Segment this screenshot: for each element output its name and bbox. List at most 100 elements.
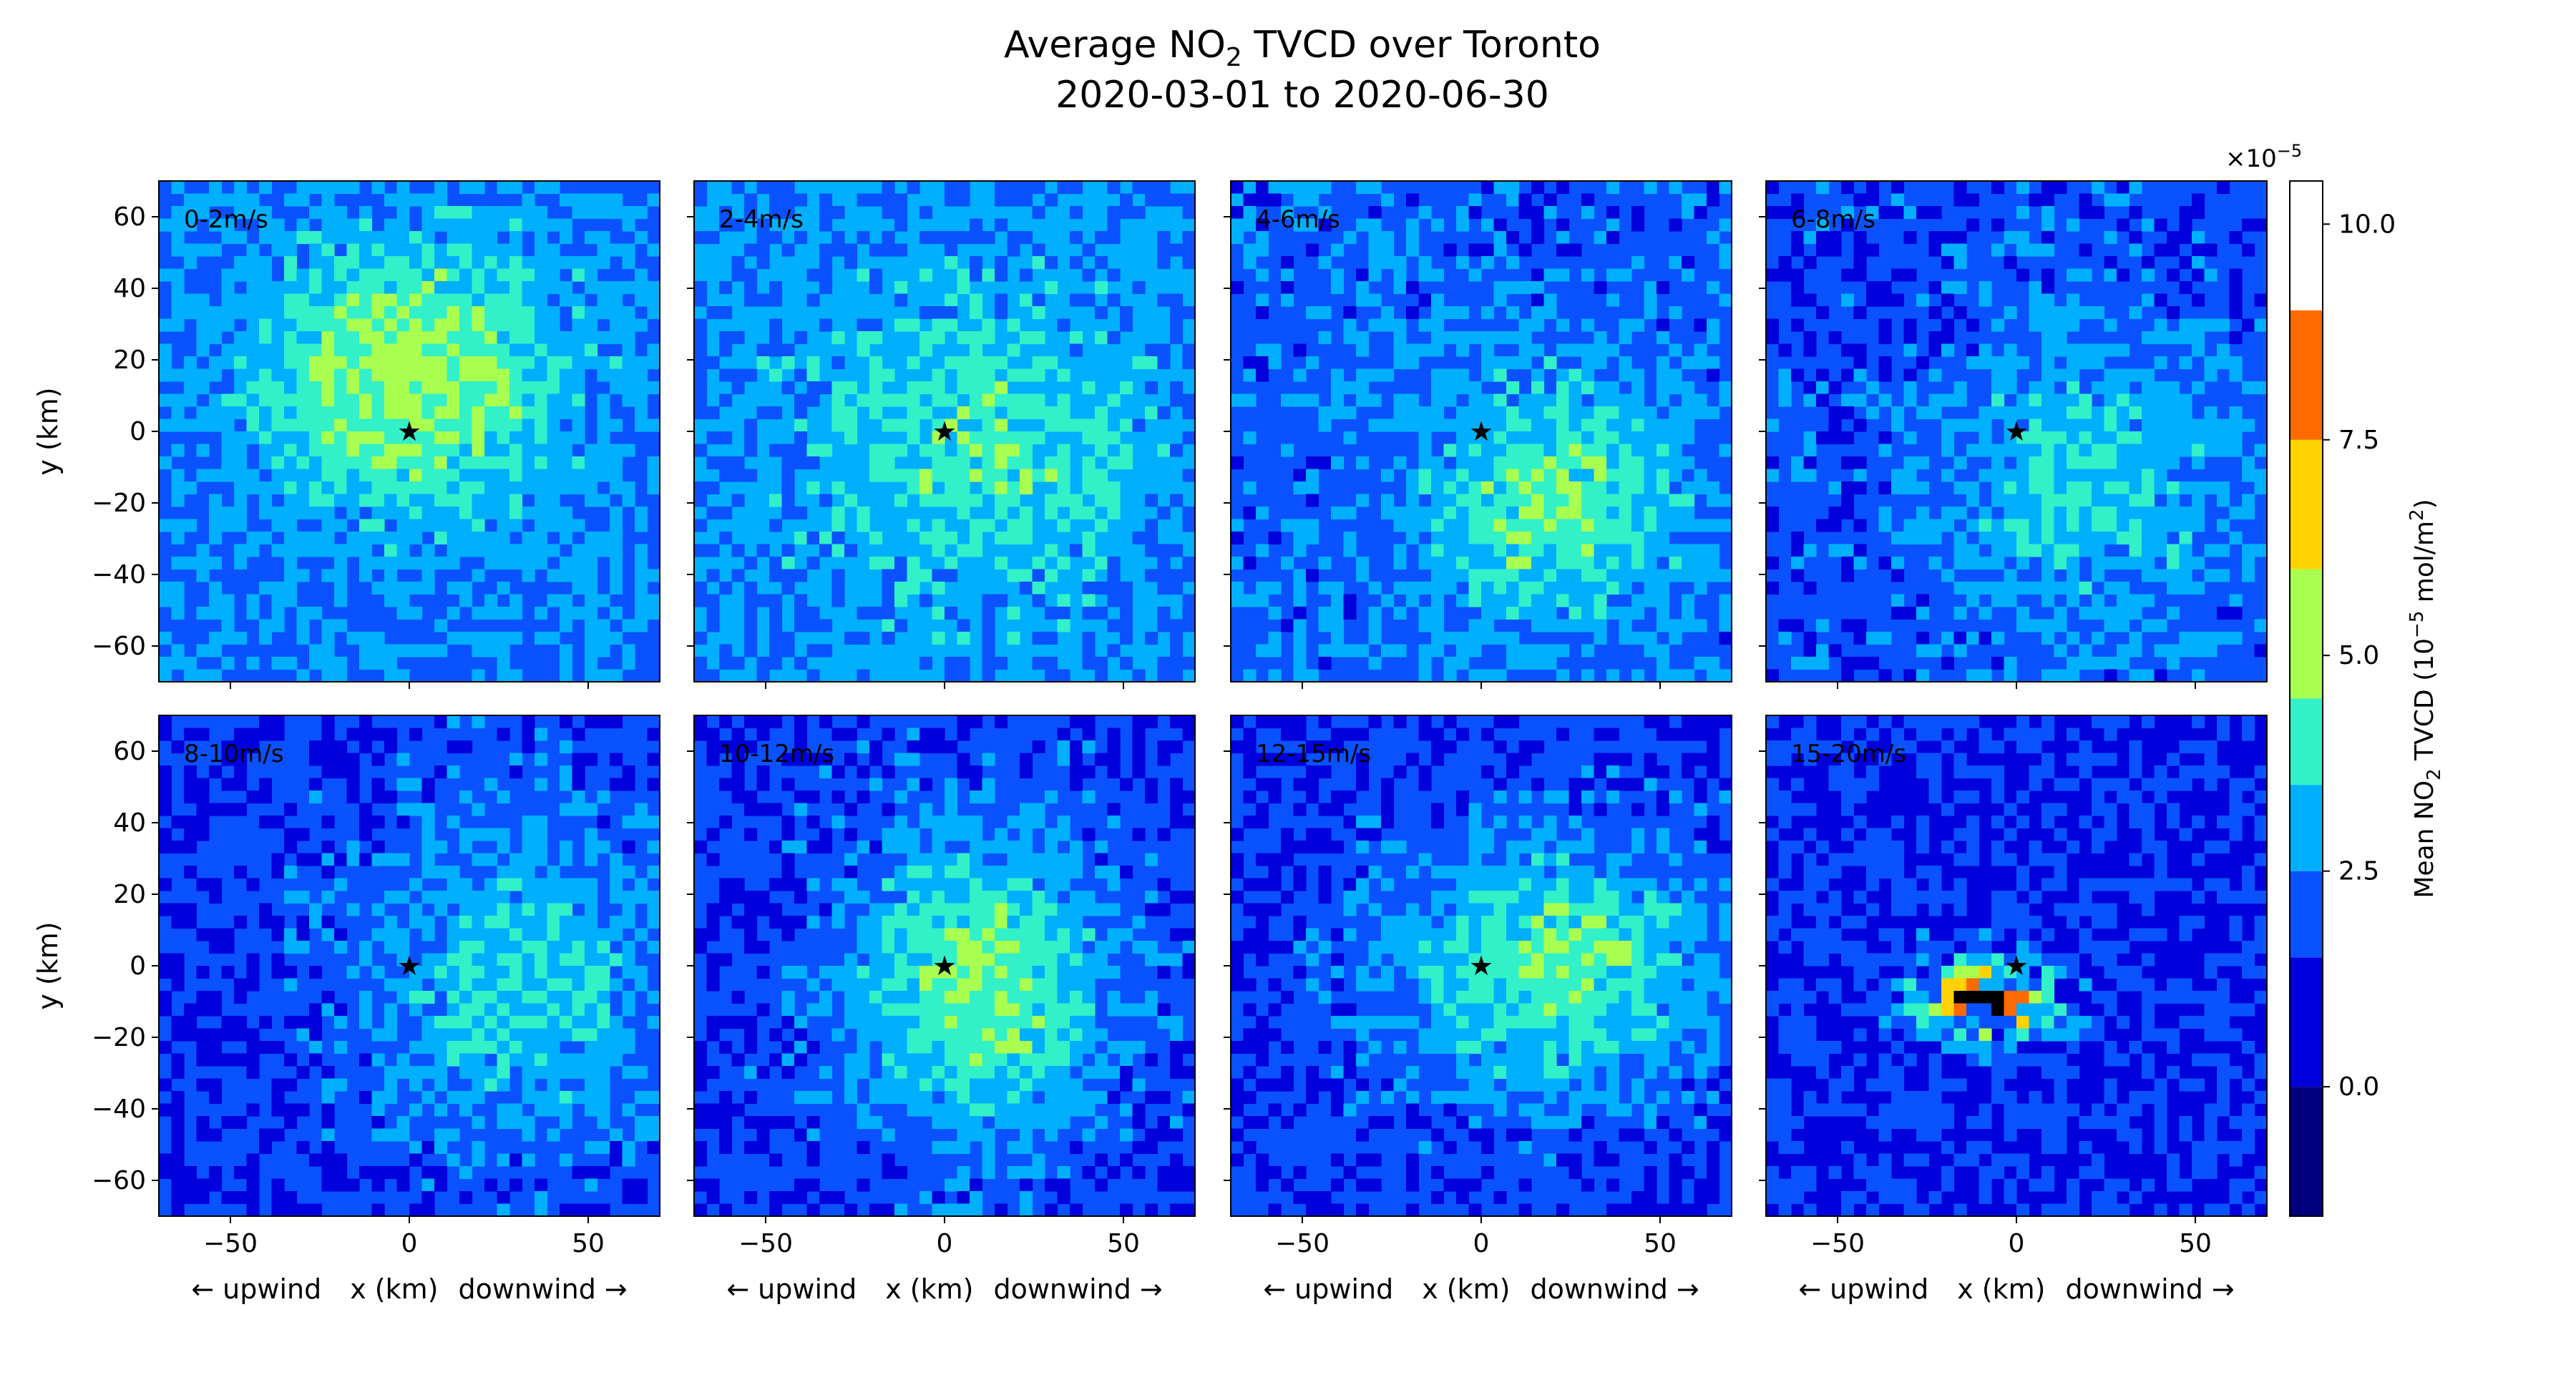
heat-cell [346, 431, 360, 445]
heat-cell [2092, 381, 2105, 395]
heat-cell [1481, 569, 1495, 582]
heat-cell [907, 941, 920, 954]
heat-cell [209, 406, 223, 420]
heat-cell [597, 243, 610, 257]
heat-cell [794, 790, 808, 804]
heat-cell [1766, 582, 1780, 595]
heat-cell [2229, 331, 2243, 345]
heat-cell [1456, 494, 1470, 507]
heat-cell [1481, 331, 1495, 345]
heat-cell [2179, 218, 2192, 232]
heat-cell [535, 256, 548, 270]
heat-cell [409, 281, 423, 295]
heat-cell [1766, 456, 1780, 470]
heat-cell [421, 506, 435, 520]
heat-cell [1493, 582, 1507, 595]
heat-cell [2004, 657, 2017, 670]
heat-cell [769, 343, 783, 357]
heat-cell [2217, 519, 2230, 532]
heat-cell [1991, 456, 2005, 470]
heat-cell [2104, 418, 2117, 432]
heat-cell [1231, 456, 1244, 470]
heat-cell [2179, 281, 2192, 295]
heat-cell [196, 406, 210, 420]
heat-cell [159, 966, 172, 979]
heat-cell [957, 753, 970, 766]
heat-cell [171, 181, 185, 195]
heat-cell [459, 953, 473, 966]
heat-cell [334, 469, 348, 482]
heat-cell [309, 778, 323, 791]
heat-cell [321, 506, 335, 520]
heat-cell [622, 1191, 635, 1205]
heat-cell [1581, 506, 1595, 520]
heat-cell [196, 1041, 210, 1054]
heat-cell [919, 941, 933, 954]
heat-cell [769, 607, 783, 620]
heat-cell [1120, 632, 1133, 645]
heat-cell [497, 866, 510, 879]
heat-cell [472, 532, 485, 545]
heat-cell [585, 494, 598, 507]
heat-cell [1456, 256, 1470, 270]
heat-cell [434, 206, 448, 220]
heat-cell [1343, 331, 1357, 345]
heat-cell [472, 1066, 485, 1080]
heat-cell [1631, 519, 1645, 532]
heat-cell [522, 481, 535, 495]
heat-cell [894, 1091, 908, 1105]
heat-cell [497, 878, 510, 891]
heat-cell [1456, 557, 1470, 570]
heat-cell [234, 406, 248, 420]
heat-cell [982, 1041, 995, 1054]
heat-cell [744, 293, 758, 307]
heat-cell [334, 1153, 348, 1167]
heat-cell [409, 193, 423, 207]
heat-cell [321, 193, 335, 207]
heat-cell [1107, 293, 1121, 307]
heat-cell [635, 368, 648, 382]
heat-cell [384, 444, 398, 457]
heat-cell [1418, 506, 1432, 520]
heat-cell [472, 444, 485, 457]
heat-cell [957, 1053, 970, 1067]
heat-cell [1581, 494, 1595, 507]
heat-cell [1594, 494, 1607, 507]
heat-cell [560, 557, 573, 570]
heat-cell [1243, 218, 1257, 232]
heat-cell [421, 644, 435, 657]
heat-cell [1182, 607, 1195, 620]
heat-cell [309, 381, 323, 395]
heat-cell [1293, 532, 1307, 545]
heat-cell [882, 978, 895, 992]
heat-cell [221, 1116, 235, 1130]
heat-cell [597, 206, 610, 220]
heat-cell [1594, 331, 1607, 345]
heat-cell [2217, 418, 2230, 432]
heat-cell [196, 1191, 210, 1205]
heat-cell [1594, 557, 1607, 570]
heat-cell [221, 193, 235, 207]
heat-cell [882, 1066, 895, 1080]
heat-cell [1878, 393, 1892, 407]
heat-cell [731, 331, 745, 345]
heat-cell [509, 243, 523, 257]
heat-cell [359, 941, 373, 954]
heat-cell [409, 803, 423, 816]
heat-cell [806, 1003, 820, 1017]
heat-cell [209, 519, 223, 532]
heat-cell [1506, 644, 1520, 657]
heat-cell [384, 928, 398, 941]
heat-cell [271, 306, 285, 320]
heat-cell [535, 544, 548, 557]
heat-cell [2142, 456, 2155, 470]
heat-cell [384, 456, 398, 470]
heat-cell [1057, 903, 1070, 916]
heat-cell [769, 644, 783, 657]
heat-cell [459, 268, 473, 282]
heat-cell [1256, 582, 1269, 595]
heat-cell [1418, 644, 1432, 657]
heat-cell [296, 181, 310, 195]
heat-cell [1431, 318, 1445, 332]
heat-cell [296, 281, 310, 295]
